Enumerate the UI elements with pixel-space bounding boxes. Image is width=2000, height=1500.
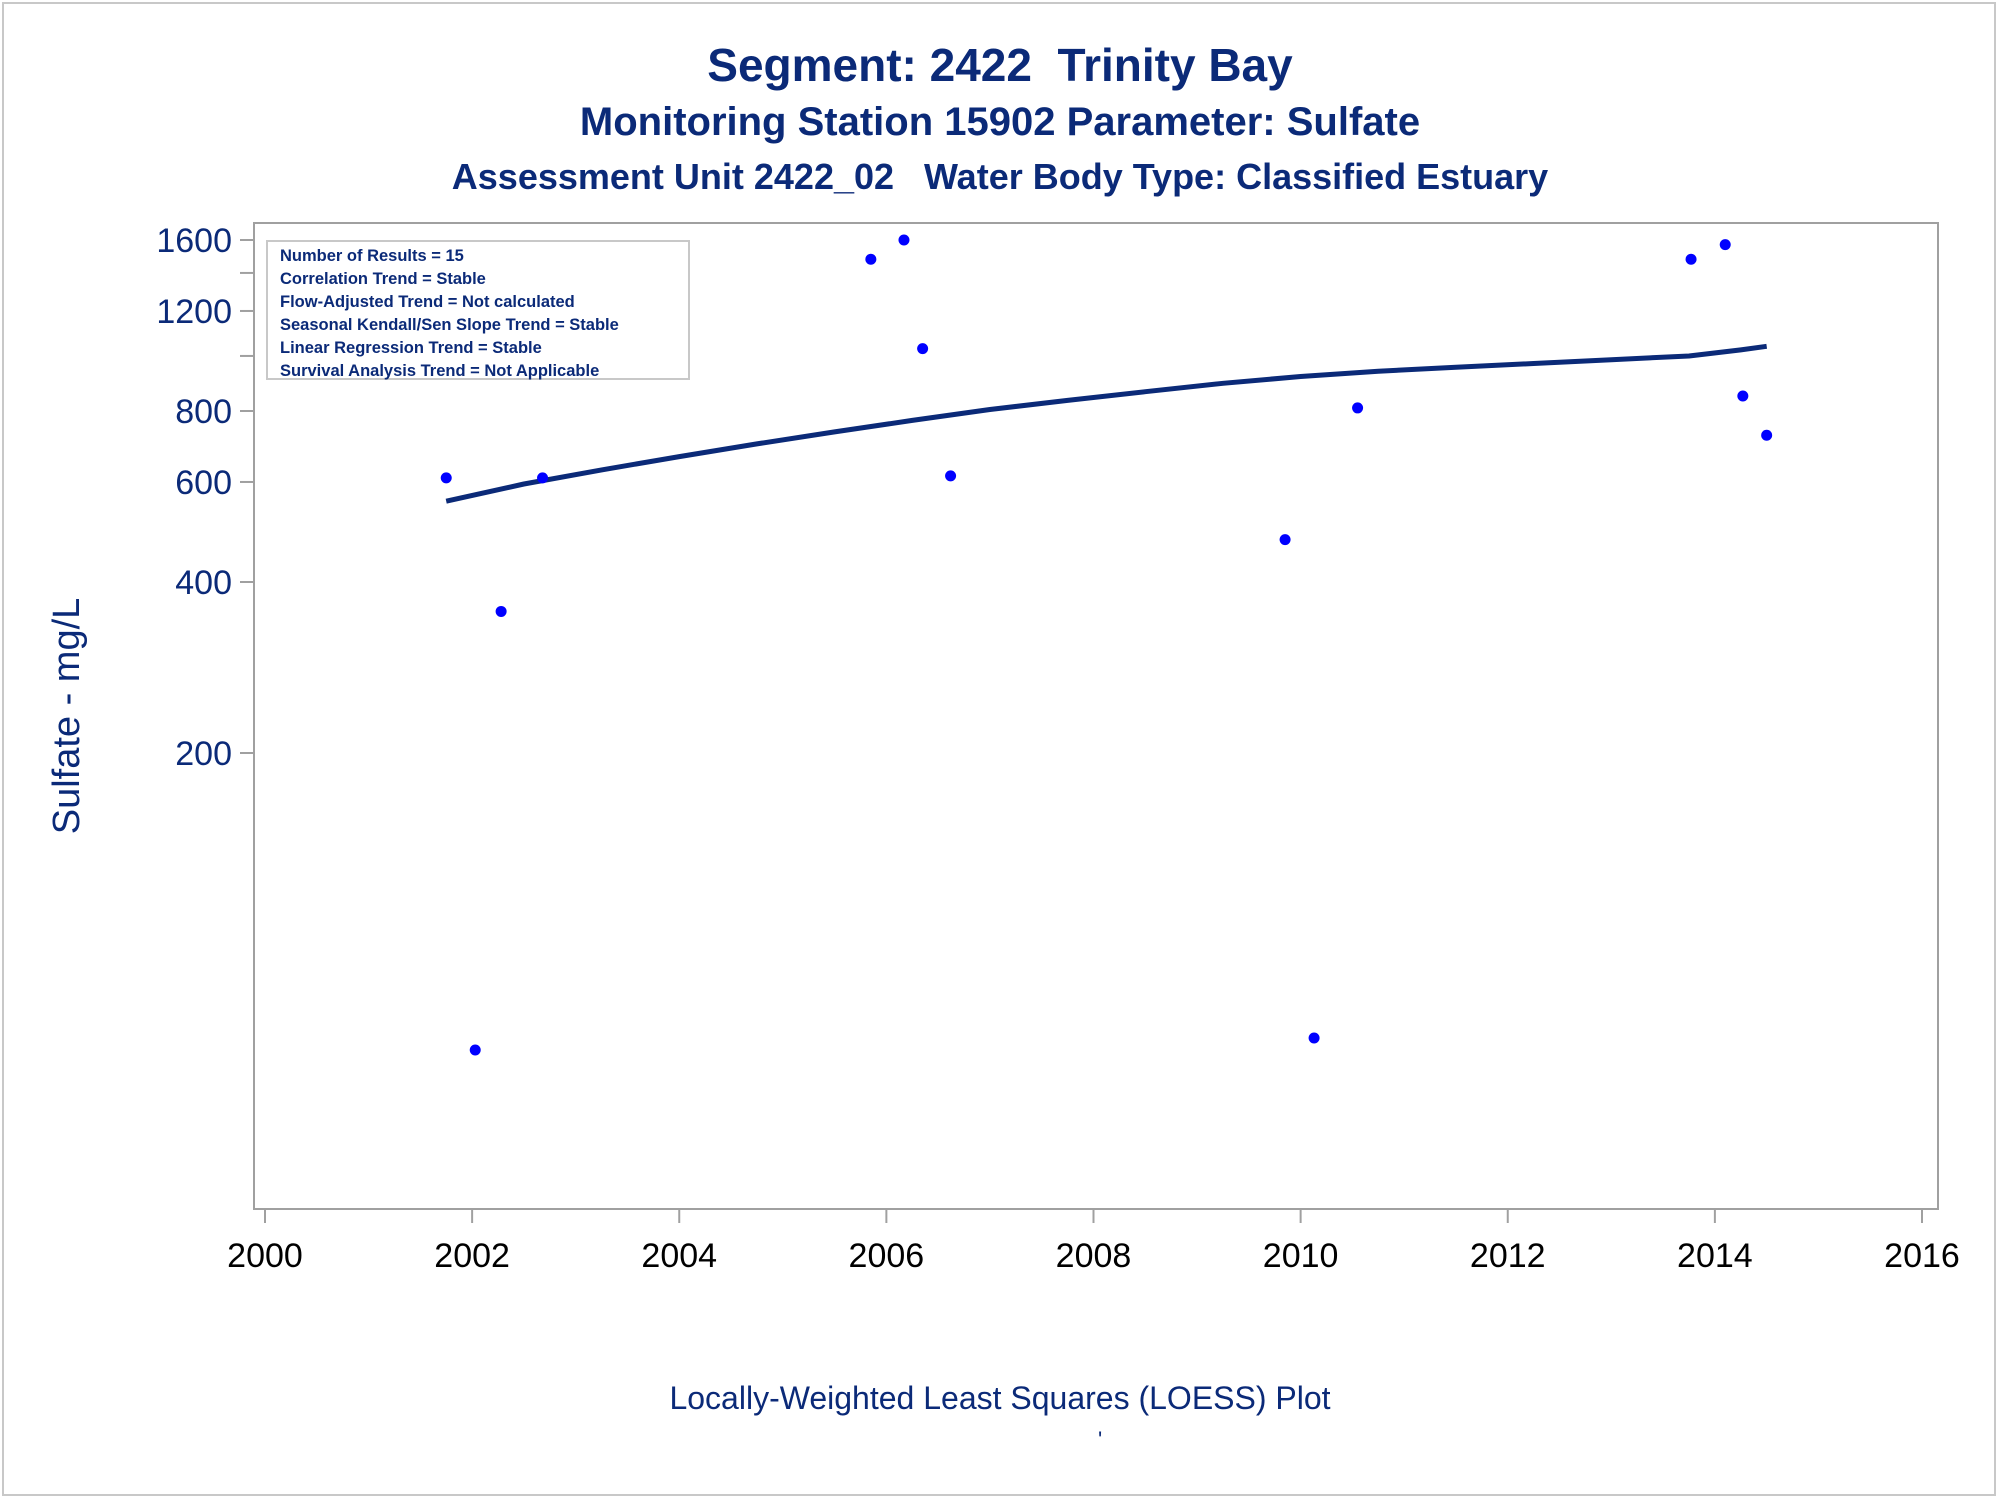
y-tick-label: 1600 bbox=[156, 222, 232, 260]
y-axis: 200 400 600 800 1200 1600 bbox=[156, 222, 254, 773]
y-tick-label: 600 bbox=[175, 464, 232, 502]
x-tick-label: 2002 bbox=[434, 1237, 510, 1275]
footnote-mark: ' bbox=[1098, 1427, 1103, 1452]
data-point bbox=[917, 343, 929, 355]
series-layer bbox=[440, 234, 1773, 1056]
data-point bbox=[469, 1044, 481, 1056]
stat-linear-regression-trend: Linear Regression Trend = Stable bbox=[280, 339, 542, 357]
x-axis-caption: Locally-Weighted Least Squares (LOESS) P… bbox=[669, 1380, 1331, 1416]
chart-subtitle: Monitoring Station 15902 Parameter: Sulf… bbox=[579, 100, 1421, 144]
chart-title: Segment: 2422 Trinity Bay bbox=[707, 39, 1293, 91]
chart-subtitle-2: Assessment Unit 2422_02 Water Body Type:… bbox=[451, 156, 1549, 197]
y-tick-label: 1200 bbox=[156, 293, 232, 331]
x-tick-label: 2010 bbox=[1263, 1237, 1339, 1275]
data-point bbox=[945, 470, 957, 482]
data-point bbox=[898, 234, 910, 246]
stat-seasonal-kendall-trend: Seasonal Kendall/Sen Slope Trend = Stabl… bbox=[280, 316, 619, 334]
x-tick-label: 2008 bbox=[1056, 1237, 1132, 1275]
data-point bbox=[1719, 239, 1731, 251]
x-tick-label: 2004 bbox=[641, 1237, 717, 1275]
data-point bbox=[1685, 253, 1697, 265]
data-point bbox=[865, 253, 877, 265]
x-tick-label: 2014 bbox=[1677, 1237, 1753, 1275]
x-axis: 2000 2002 2004 2006 2008 2010 2012 2014 2016 bbox=[227, 1209, 1960, 1275]
y-tick-label: 800 bbox=[175, 393, 232, 431]
x-tick-label: 2006 bbox=[849, 1237, 925, 1275]
y-axis-label: Sulfate - mg/L bbox=[46, 598, 88, 835]
stat-survival-analysis-trend: Survival Analysis Trend = Not Applicable bbox=[280, 362, 600, 380]
y-tick-label: 400 bbox=[175, 564, 232, 602]
x-tick-label: 2012 bbox=[1470, 1237, 1546, 1275]
stat-correlation-trend: Correlation Trend = Stable bbox=[280, 270, 486, 288]
loess-trend-line bbox=[445, 343, 1768, 504]
stat-flow-adjusted-trend: Flow-Adjusted Trend = Not calculated bbox=[280, 293, 575, 311]
data-point bbox=[1761, 429, 1773, 441]
stat-number-of-results: Number of Results = 15 bbox=[280, 247, 464, 265]
data-point bbox=[537, 472, 549, 484]
data-point bbox=[1279, 534, 1291, 546]
x-tick-label: 2000 bbox=[227, 1237, 303, 1275]
trend-stats-box: Number of Results = 15 Correlation Trend… bbox=[266, 240, 690, 380]
x-tick-label: 2016 bbox=[1884, 1237, 1960, 1275]
data-point bbox=[440, 472, 452, 484]
data-point bbox=[1352, 402, 1364, 414]
plot-area-border bbox=[253, 222, 1939, 1210]
data-point bbox=[1737, 390, 1749, 402]
y-tick-label: 200 bbox=[175, 735, 232, 773]
data-point bbox=[495, 605, 507, 617]
data-point bbox=[1308, 1032, 1320, 1044]
